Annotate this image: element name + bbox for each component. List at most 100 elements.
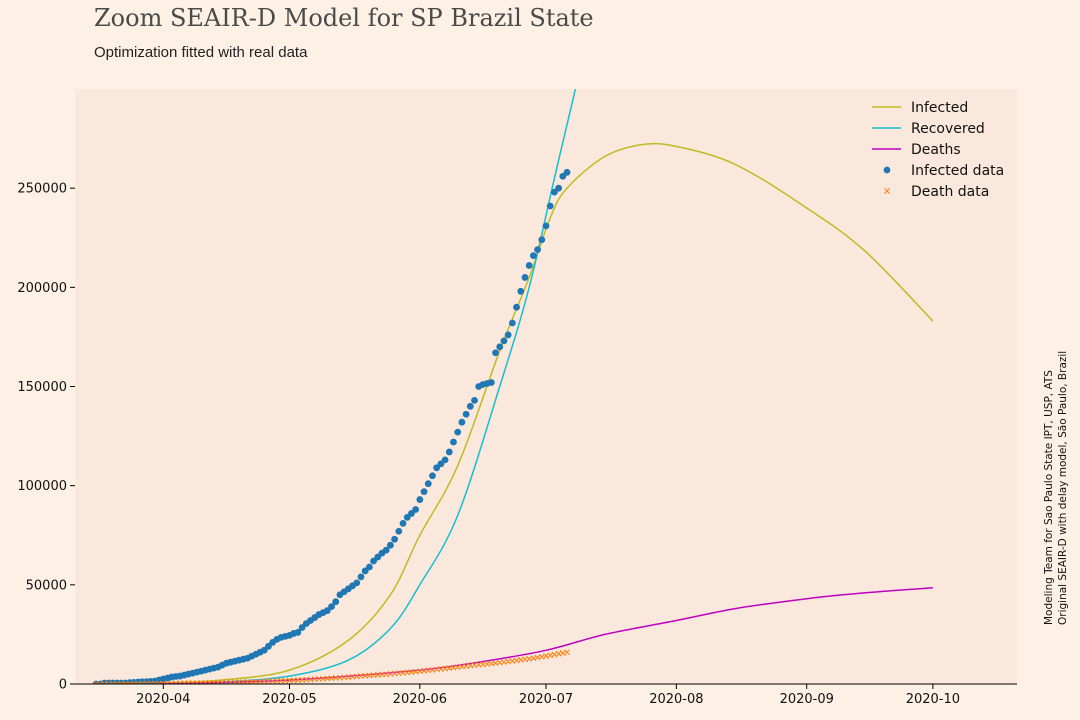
legend-item-recovered: Recovered (872, 121, 985, 137)
y-tick-label: 100000 (17, 479, 67, 494)
point-infected-data (412, 506, 420, 513)
chart-title: Zoom SEAIR-D Model for SP Brazil State (94, 4, 594, 32)
point-death-data-interp (463, 663, 470, 670)
legend-item-infected-data: Infected data (883, 163, 1004, 179)
point-death-data-interp (358, 673, 364, 680)
point-death-data-interp (177, 680, 184, 684)
x-tick-label: 2020-04 (136, 692, 190, 707)
point-infected-data (382, 546, 390, 554)
point-death-data-interp (442, 665, 449, 672)
point-infected-data (332, 598, 340, 606)
legend-label: Recovered (911, 121, 985, 137)
y-tick-label: 50000 (26, 578, 67, 593)
point-infected-data (471, 396, 478, 404)
x-tick-label: 2020-05 (262, 692, 316, 707)
point-infected-data (563, 168, 571, 176)
point-death-data-interp (505, 658, 512, 665)
point-infected-data (441, 456, 449, 464)
point-infected-data (496, 343, 504, 351)
x-tick-label: 2020-08 (649, 692, 703, 707)
point-infected-data (517, 287, 525, 295)
point-infected-data (555, 184, 563, 192)
legend-label: Infected data (911, 163, 1004, 179)
point-infected-data (399, 519, 407, 527)
legend-item-death-data: Death data (884, 184, 989, 200)
point-infected-data (420, 488, 428, 496)
point-death-data-interp (294, 677, 301, 684)
credit-line-1: Modeling Team for Sao Paulo State IPT, U… (1043, 370, 1055, 625)
point-infected-data (521, 274, 529, 281)
point-death-data-interp (198, 679, 205, 684)
point-death-data-interp (484, 661, 491, 667)
point-death-data-interp (189, 680, 196, 684)
point-death-data-interp (315, 675, 322, 682)
legend-label: Death data (911, 184, 989, 200)
point-infected-data (429, 472, 436, 480)
chart-subtitle: Optimization fitted with real data (94, 44, 308, 61)
point-infected-data (504, 331, 512, 339)
point-death-data-interp (219, 679, 226, 684)
point-infected-data (391, 535, 399, 543)
point-death-data-interp (168, 680, 175, 684)
x-tick-label: 2020-07 (519, 692, 573, 707)
legend: Infected Recovered Deaths Infected data Deat… (872, 100, 1004, 200)
point-death-data-interp (252, 678, 259, 684)
y-tick-label: 0 (59, 678, 67, 693)
legend-swatch (883, 166, 891, 174)
point-death-data-interp (223, 679, 230, 684)
series-layer (92, 89, 934, 684)
point-death-data-interp (206, 679, 213, 684)
legend-item-deaths: Deaths (872, 142, 961, 158)
point-death-data-interp (185, 680, 192, 684)
point-death-data-interp (543, 653, 549, 659)
credit-note: Modeling Team for Sao Paulo State IPT, U… (1043, 351, 1069, 625)
legend-label: Deaths (911, 142, 961, 158)
point-infected-data (500, 337, 508, 345)
point-infected-data (395, 527, 403, 535)
point-infected-data (534, 246, 541, 254)
point-infected-data (454, 428, 462, 436)
point-death-data-interp (202, 679, 209, 684)
y-tick-label: 200000 (17, 281, 67, 296)
point-infected-data (529, 252, 537, 259)
point-death-data-interp (400, 669, 406, 676)
point-infected-data (492, 349, 499, 357)
point-infected-data (538, 236, 546, 244)
point-infected-data (387, 541, 394, 549)
point-infected-data (353, 579, 361, 587)
y-tick-label: 150000 (17, 380, 67, 395)
point-death-data-interp (336, 674, 343, 681)
x-tick-label: 2020-10 (906, 692, 960, 707)
axes-layer: 2020-04 2020-05 2020-06 2020-07 2020-08 2020-… (17, 182, 1017, 707)
point-infected-data (328, 603, 335, 611)
point-death-data-interp (421, 667, 427, 674)
point-death-data-interp (164, 680, 171, 684)
point-infected-data (365, 563, 373, 571)
point-infected-data (542, 222, 550, 230)
x-tick-label: 2020-09 (780, 692, 834, 707)
point-death-data-interp (210, 679, 217, 684)
point-infected-data (294, 629, 302, 636)
point-death-data-interp (379, 671, 385, 678)
series-deaths (96, 587, 933, 684)
legend-label: Infected (911, 100, 968, 116)
legend-item-infected: Infected (872, 100, 968, 116)
point-infected-data (357, 573, 365, 581)
series-line-infected (95, 142, 934, 684)
point-death-data-interp (559, 650, 566, 656)
point-infected-data (424, 480, 432, 488)
point-death-data-interp (227, 679, 234, 684)
point-infected-data (513, 303, 520, 311)
series-line-deaths (96, 587, 933, 684)
point-infected-data (508, 319, 516, 327)
point-infected-data (462, 410, 470, 418)
point-infected-data (525, 262, 533, 269)
credit-line-2: Original SEAIR-D with delay model, São P… (1057, 351, 1069, 625)
point-infected-data (450, 438, 457, 446)
point-death-data-interp (160, 680, 167, 684)
legend-swatch (884, 188, 890, 194)
point-infected-data (466, 402, 474, 410)
plot-area (75, 89, 1017, 684)
y-tick-label: 250000 (17, 182, 67, 197)
